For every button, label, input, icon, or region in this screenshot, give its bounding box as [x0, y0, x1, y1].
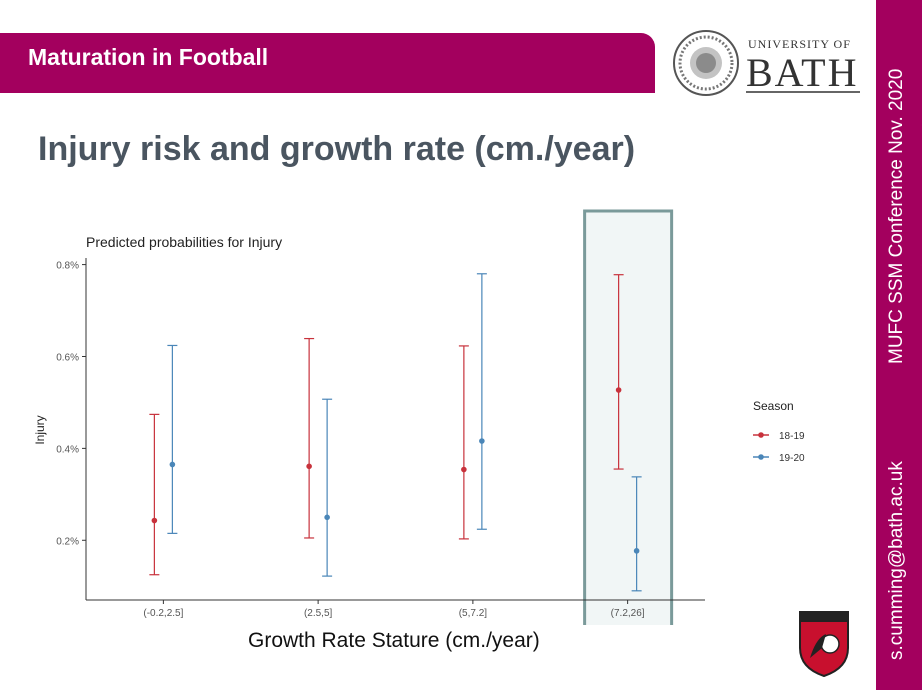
- data-point: [461, 466, 467, 473]
- header-title: Maturation in Football: [28, 44, 269, 70]
- y-tick-label: 0.4%: [56, 444, 79, 455]
- data-point: [306, 463, 312, 470]
- logo-name: BATH: [746, 50, 858, 95]
- slide-title: Injury risk and growth rate (cm./year): [38, 130, 636, 168]
- x-tick-label: (7.2,26]: [611, 608, 645, 619]
- header-bar: [0, 33, 655, 93]
- data-point: [169, 461, 176, 468]
- legend-swatch-point: [758, 432, 764, 438]
- legend-title: Season: [753, 399, 794, 413]
- legend-label: 18-19: [779, 431, 805, 442]
- x-tick-label: (-0.2,2.5]: [143, 608, 183, 619]
- university-logo: UNIVERSITY OF BATH: [673, 30, 860, 96]
- data-point: [615, 387, 622, 393]
- legend-label: 19-20: [779, 453, 805, 464]
- x-tick-label: (2.5,5]: [304, 608, 333, 619]
- y-tick-label: 0.6%: [56, 352, 79, 363]
- side-strip: MUFC SSM Conference Nov. 2020 s.cumming@…: [876, 0, 922, 690]
- x-axis-label: Growth Rate Stature (cm./year): [248, 629, 540, 652]
- data-point: [151, 517, 158, 524]
- conference-label: MUFC SSM Conference Nov. 2020: [886, 68, 907, 364]
- data-point: [324, 514, 330, 521]
- logo-university-line: UNIVERSITY OF: [748, 37, 851, 51]
- email-label: s.cumming@bath.ac.uk: [886, 461, 907, 660]
- data-point: [479, 438, 485, 444]
- chart: Predicted probabilities for Injury 0.2% 0.…: [33, 209, 805, 625]
- y-axis-label: Injury: [33, 415, 47, 444]
- chart-title: Predicted probabilities for Injury: [86, 234, 282, 250]
- y-tick-label: 0.8%: [56, 261, 79, 272]
- data-point: [633, 548, 640, 554]
- highlight-box: [583, 209, 674, 625]
- club-badge: [799, 611, 849, 678]
- y-tick-label: 0.2%: [56, 536, 79, 547]
- x-tick-label: (5,7.2]: [459, 608, 488, 619]
- legend-swatch-point: [758, 454, 764, 460]
